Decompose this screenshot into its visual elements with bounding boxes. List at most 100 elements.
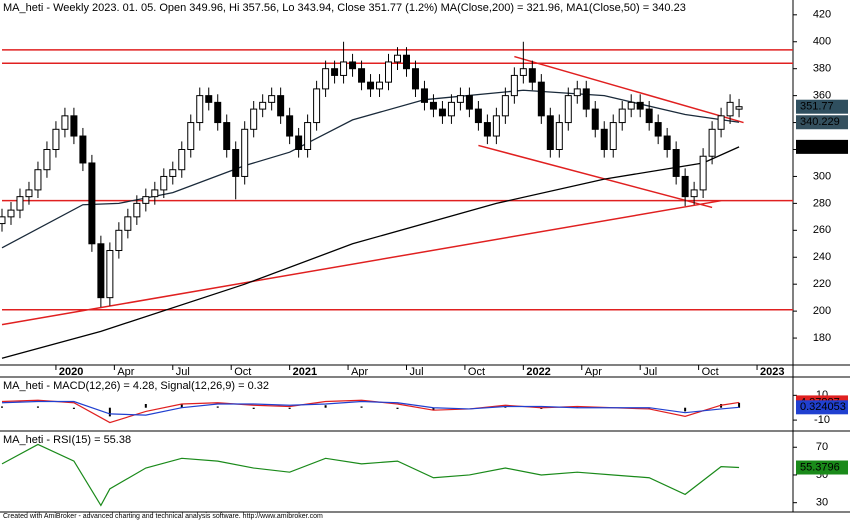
histogram-bar [648, 407, 651, 409]
candle-body [600, 128, 608, 151]
histogram-bar [252, 407, 255, 409]
histogram-bar [72, 407, 75, 409]
y-tick-label: 360 [813, 90, 831, 102]
y-tick-label: -10 [814, 414, 830, 426]
candle-body [214, 101, 222, 124]
candle-body [618, 108, 626, 124]
value-box-label: 321.96 [800, 141, 834, 153]
indicator-line [1, 400, 740, 416]
candle-body [187, 122, 195, 151]
x-tick-label: Apr [585, 366, 602, 378]
candle-body [16, 196, 24, 211]
x-tick-label: Jul [409, 366, 423, 378]
candle-body [70, 115, 78, 137]
candle-body [483, 122, 491, 137]
x-tick-label: 2023 [760, 366, 784, 378]
candle-body [555, 122, 563, 151]
candle-body [627, 101, 635, 110]
y-tick-label: 30 [816, 497, 828, 509]
candle-body [582, 88, 590, 110]
histogram-bar [738, 402, 741, 408]
candle-body [717, 115, 725, 130]
x-tick-label: Oct [234, 366, 251, 378]
candle-body [420, 88, 428, 103]
candle-body [367, 81, 375, 90]
footer: Created with AmiBroker - advanced charti… [3, 513, 323, 520]
candle-body [510, 74, 518, 97]
x-tick-label: 2020 [59, 366, 83, 378]
histogram-bar [576, 406, 579, 408]
candle-body [133, 202, 141, 218]
trend-line [514, 55, 744, 124]
candle-body [115, 229, 123, 252]
candle-body [250, 108, 258, 130]
y-tick-label: 200 [813, 305, 831, 317]
candle-body [304, 122, 312, 151]
histogram-bar [684, 407, 687, 412]
candle-body [160, 175, 168, 191]
pane-title: MA_heti - MACD(12,26) = 4.28, Signal(12,… [3, 380, 269, 392]
x-tick-label: Jul [643, 366, 657, 378]
value-box [796, 400, 848, 415]
x-tick-label: Oct [468, 366, 485, 378]
candle-body [564, 95, 572, 124]
candle-body [196, 95, 204, 124]
value-box [796, 99, 848, 114]
candle-body [573, 88, 581, 97]
candle-body [295, 135, 303, 151]
candle-body [241, 128, 249, 177]
candle-body [429, 101, 437, 110]
y-tick-label: 220 [813, 278, 831, 290]
candle-body [223, 122, 231, 151]
candle-body [79, 135, 87, 164]
y-tick-label: 420 [813, 9, 831, 21]
candle-body [438, 108, 446, 117]
value-box-label: 351.77 [800, 101, 834, 113]
candle-body [205, 95, 213, 103]
value-box [796, 460, 848, 475]
histogram-bar [432, 407, 435, 411]
candle-body [528, 68, 536, 83]
value-box-label: 55.3796 [800, 461, 840, 473]
candle-body [546, 115, 554, 151]
candle-body [591, 108, 599, 130]
x-tick-label: Jul [176, 366, 190, 378]
candle-body [61, 115, 69, 130]
y-tick-label: 280 [813, 197, 831, 209]
candle-body [411, 68, 419, 90]
candle-body [106, 250, 114, 299]
indicator-line [1, 443, 740, 507]
x-tick-label: 2022 [526, 366, 550, 378]
histogram-bar [504, 406, 507, 408]
candle-body [178, 149, 186, 171]
histogram-bar [144, 404, 147, 408]
candle-body [519, 68, 527, 76]
value-box [796, 139, 848, 154]
x-tick-label: Apr [117, 366, 134, 378]
candle-body [699, 155, 707, 191]
histogram-bar [360, 406, 363, 408]
candle-body [726, 101, 734, 117]
candle-body [654, 122, 662, 137]
y-tick-label: 70 [816, 441, 828, 453]
histogram-bar [108, 407, 111, 417]
candle-body [169, 169, 177, 177]
candle-body [259, 101, 267, 110]
candle-body [735, 106, 743, 110]
candle-body [142, 196, 150, 204]
candle-body [52, 128, 60, 151]
candle-body [43, 149, 51, 171]
candle-body [474, 108, 482, 124]
candle-body [25, 189, 33, 198]
candle-body [645, 108, 653, 124]
moving-average [1, 89, 740, 249]
candle-body [492, 115, 500, 137]
x-tick-label: 2021 [293, 366, 317, 378]
candle-body [636, 101, 644, 110]
candle-body [97, 243, 105, 299]
histogram-bar [36, 406, 39, 408]
y-tick-label: 300 [813, 170, 831, 182]
y-tick-label: 180 [813, 332, 831, 344]
